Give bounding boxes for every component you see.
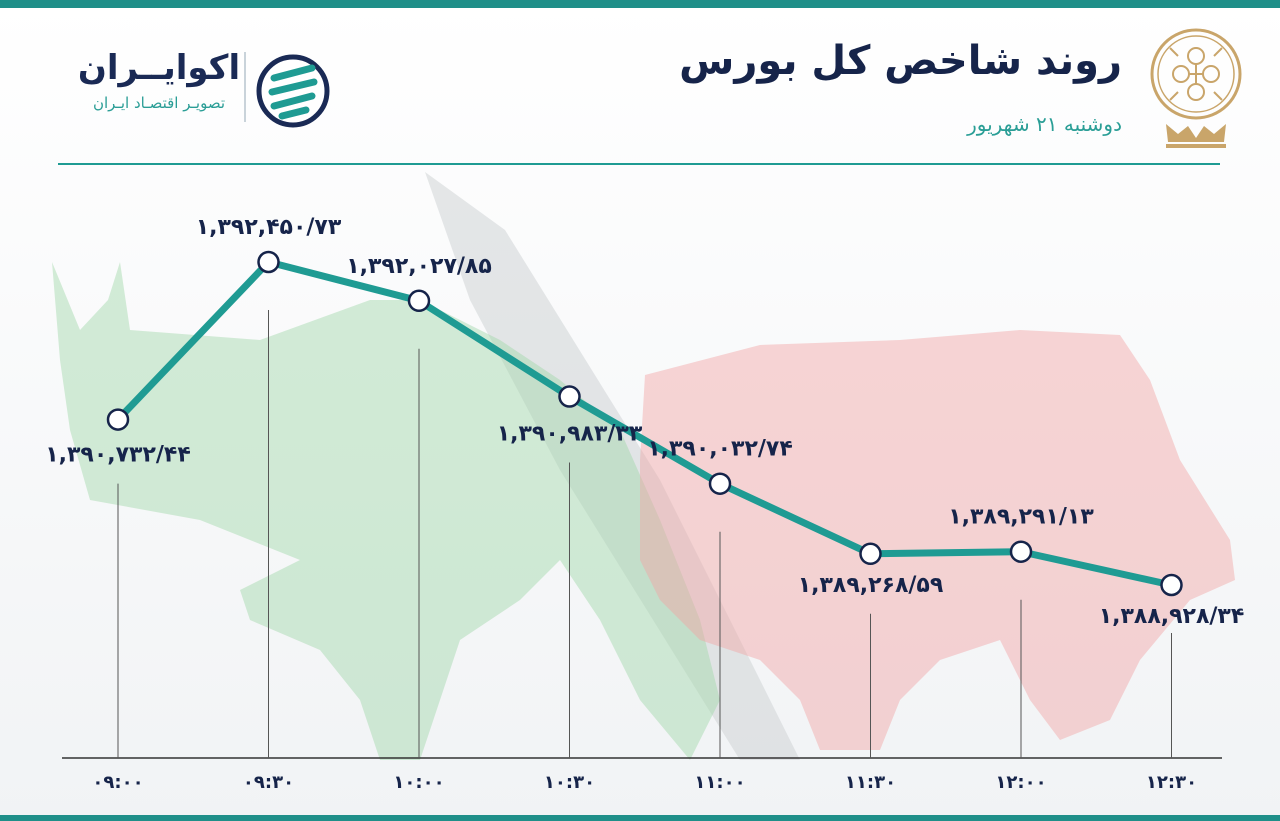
diagonal-band-shape bbox=[425, 172, 800, 760]
data-point[interactable] bbox=[1009, 540, 1033, 563]
series-line bbox=[114, 258, 1175, 589]
x-tick-label: ۰۹:۰۰ bbox=[92, 772, 143, 793]
brand-name: اکوایــران bbox=[77, 48, 241, 88]
x-tick-label: ۱۰:۳۰ bbox=[544, 772, 595, 793]
data-point[interactable] bbox=[257, 250, 280, 274]
data-point[interactable] bbox=[859, 542, 882, 566]
brand-block: اکوایــران تصویـر اقتصـاد ایـران bbox=[74, 48, 244, 112]
chart-date-subtitle: دوشنبه ۲۱ شهریور bbox=[967, 112, 1122, 136]
data-label: ۱,۳۹۲,۰۲۷/۸۵ bbox=[346, 254, 492, 279]
data-point[interactable] bbox=[708, 472, 732, 495]
x-tick-label: ۰۹:۳۰ bbox=[243, 772, 294, 793]
data-point[interactable] bbox=[1160, 573, 1183, 597]
brand-separator bbox=[244, 52, 246, 122]
x-tick-label: ۱۲:۳۰ bbox=[1146, 772, 1197, 793]
x-tick-label: ۱۱:۳۰ bbox=[845, 772, 896, 793]
data-point[interactable] bbox=[407, 289, 431, 313]
header-divider bbox=[58, 163, 1220, 165]
stock-exchange-emblem-icon bbox=[1150, 28, 1242, 148]
brand-tagline: تصویـر اقتصـاد ایـران bbox=[92, 94, 226, 112]
data-label: ۱,۳۹۲,۴۵۰/۷۳ bbox=[196, 215, 342, 240]
top-accent-bar bbox=[0, 0, 1280, 8]
x-tick-label: ۱۲:۰۰ bbox=[995, 772, 1046, 793]
bear-silhouette-shape bbox=[640, 330, 1235, 750]
data-point[interactable] bbox=[106, 408, 130, 431]
chart-title: روند شاخص کل بورس bbox=[679, 38, 1122, 84]
data-label: ۱,۳۸۹,۲۶۸/۵۹ bbox=[798, 573, 944, 598]
brand-logo-icon bbox=[256, 54, 330, 128]
background-illustration bbox=[52, 172, 1235, 760]
data-label: ۱,۳۹۰,۷۳۲/۴۴ bbox=[45, 443, 191, 468]
x-tick-label: ۱۰:۰۰ bbox=[393, 772, 444, 793]
x-tick-label: ۱۱:۰۰ bbox=[694, 772, 745, 793]
data-label: ۱,۳۹۰,۹۸۳/۳۳ bbox=[497, 422, 643, 447]
data-point[interactable] bbox=[558, 385, 581, 408]
data-label: ۱,۳۸۸,۹۲۸/۳۴ bbox=[1099, 604, 1245, 629]
data-label: ۱,۳۸۹,۲۹۱/۱۳ bbox=[948, 505, 1094, 530]
bottom-accent-bar bbox=[0, 815, 1280, 821]
bull-silhouette-shape bbox=[52, 262, 720, 760]
data-label: ۱,۳۹۰,۰۳۲/۷۴ bbox=[647, 437, 793, 462]
